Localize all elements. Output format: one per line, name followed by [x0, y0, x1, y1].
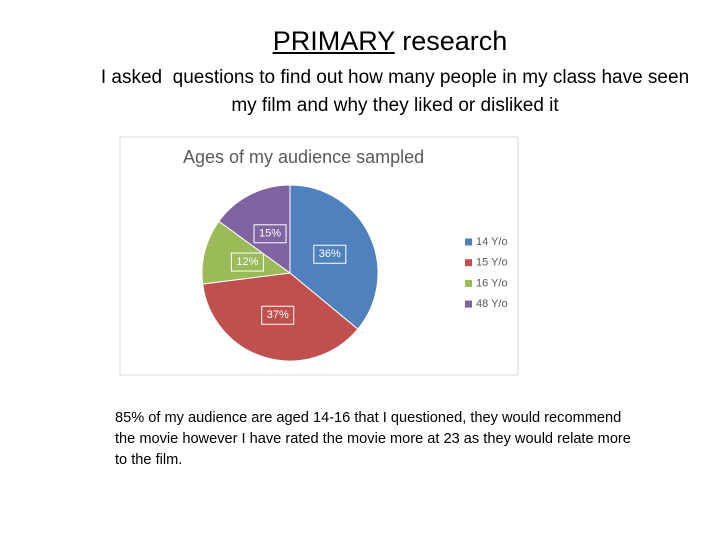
title-underlined: PRIMARY — [272, 26, 395, 56]
data-label: 36% — [319, 248, 341, 260]
data-label-box — [230, 252, 264, 272]
data-label-box — [261, 305, 295, 325]
data-label: 15% — [259, 228, 281, 240]
legend-swatch — [465, 259, 472, 267]
legend-label: 14 Y/o — [476, 236, 508, 248]
legend-swatch — [465, 300, 472, 308]
legend-swatch — [465, 238, 472, 246]
legend-label: 16 Y/o — [476, 277, 508, 289]
legend-label: 48 Y/o — [476, 298, 508, 310]
legend-swatch — [465, 279, 472, 287]
chart-title: Ages of my audience sampled — [183, 147, 424, 167]
data-label-box — [253, 224, 287, 244]
legend-label: 15 Y/o — [476, 257, 508, 269]
title-rest: research — [394, 26, 508, 56]
data-label-box — [313, 244, 347, 264]
subtitle: I asked questions to find out how many p… — [100, 67, 695, 116]
data-label: 37% — [267, 309, 289, 321]
slide-title: PRIMARY research — [0, 26, 720, 57]
paragraph: 85% of my audience are aged 14-16 that I… — [115, 410, 631, 468]
data-label: 12% — [236, 256, 258, 268]
